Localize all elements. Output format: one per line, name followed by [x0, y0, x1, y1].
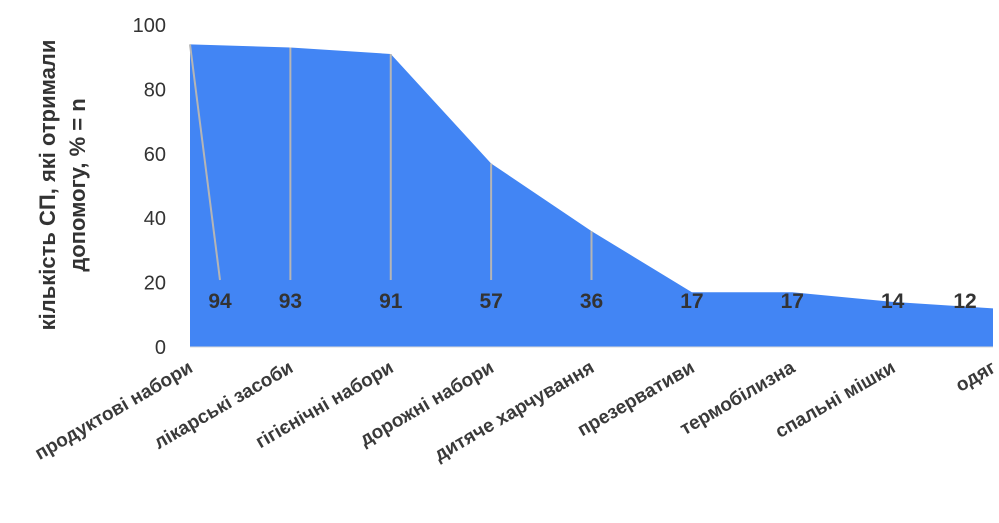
data-label: 17: [680, 290, 703, 313]
y-axis-title-line-1: кількість СП, які отримали: [35, 40, 60, 331]
data-label: 36: [580, 290, 603, 313]
data-label: 12: [953, 290, 976, 313]
data-label: 93: [279, 290, 302, 313]
data-labels: 94 93 91 57 36 17 17 14 12: [208, 290, 976, 313]
y-axis-title: кількість СП, які отримали допомогу, % =…: [35, 40, 90, 331]
y-tick-label: 80: [144, 79, 166, 101]
leader-line: [189, 44, 221, 281]
y-tick-label: 60: [144, 144, 166, 166]
data-label: 91: [379, 290, 403, 313]
data-label-leader-lines: [189, 44, 593, 281]
x-category-label: дитяче харчування: [431, 357, 598, 466]
x-category-label: одяг: [952, 357, 999, 396]
y-tick-label: 20: [144, 273, 166, 295]
x-category-label: продуктові набори: [32, 357, 197, 464]
data-label: 94: [208, 290, 232, 313]
y-tick-label: 40: [144, 208, 166, 230]
y-axis-ticks: 0 20 40 60 80 100: [133, 15, 166, 359]
data-label: 17: [781, 290, 804, 313]
data-label: 14: [881, 290, 905, 313]
y-tick-label: 100: [133, 15, 166, 37]
y-tick-label: 0: [155, 337, 166, 359]
data-label: 57: [479, 290, 502, 313]
y-axis-title-line-2: допомогу, % = n: [65, 98, 90, 271]
